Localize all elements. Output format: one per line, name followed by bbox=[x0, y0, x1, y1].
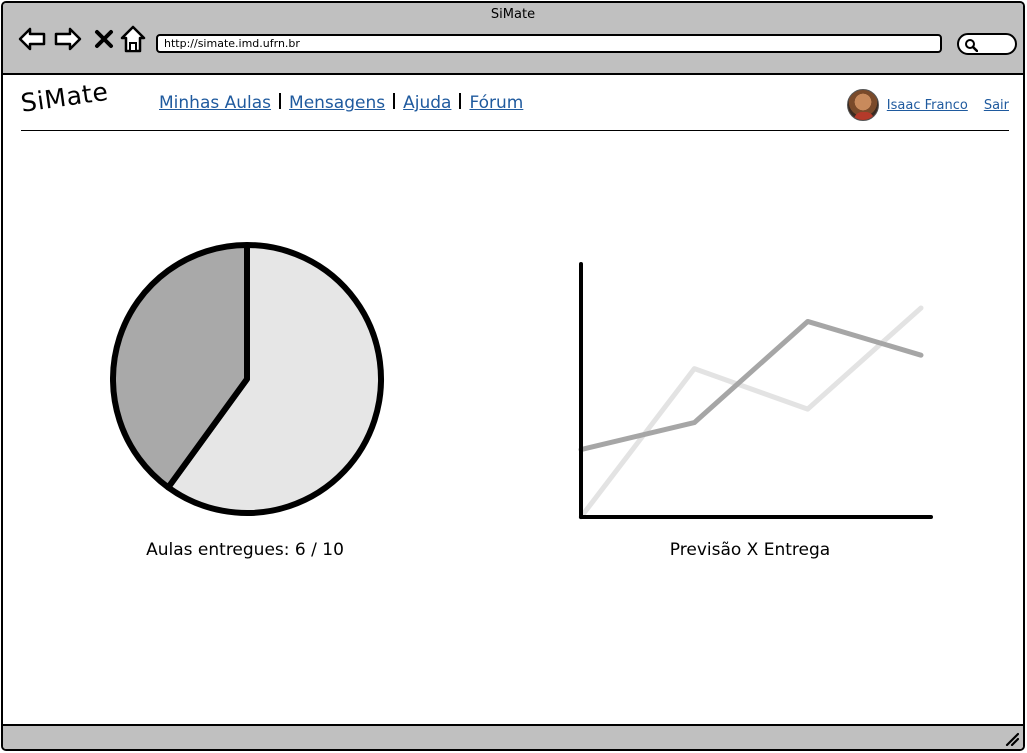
stop-button[interactable] bbox=[89, 25, 119, 53]
avatar[interactable] bbox=[846, 89, 879, 121]
back-button[interactable] bbox=[17, 25, 47, 53]
forward-button[interactable] bbox=[53, 25, 83, 53]
app-logo[interactable]: SiMate bbox=[18, 76, 111, 118]
nav-link-forum[interactable]: Fórum bbox=[469, 93, 524, 113]
user-name-link[interactable]: Isaac Franco bbox=[886, 97, 968, 113]
resize-grip-icon[interactable] bbox=[1003, 730, 1019, 746]
line-series-0 bbox=[578, 305, 924, 520]
pie-slice-0 bbox=[165, 242, 384, 516]
nav-separator bbox=[279, 93, 282, 109]
line-chart bbox=[573, 258, 943, 530]
status-bar bbox=[3, 724, 1023, 749]
home-icon bbox=[120, 25, 146, 53]
arrow-right-icon bbox=[54, 27, 82, 51]
browser-search-box[interactable] bbox=[957, 33, 1017, 55]
user-area: Isaac Franco Sair bbox=[846, 89, 1009, 121]
nav-link-mensagens[interactable]: Mensagens bbox=[289, 93, 386, 113]
home-button[interactable] bbox=[118, 25, 148, 53]
nav-separator bbox=[393, 93, 396, 109]
line-chart-title: Previsão X Entrega bbox=[669, 540, 831, 560]
search-icon bbox=[965, 39, 978, 52]
pie-chart-title: Aulas entregues: 6 / 10 bbox=[146, 540, 344, 560]
window-title: SiMate bbox=[490, 7, 536, 22]
logout-link[interactable]: Sair bbox=[983, 97, 1009, 113]
close-icon bbox=[95, 30, 113, 48]
line-series-1 bbox=[578, 318, 924, 453]
app-header: SiMate Minhas Aulas Mensagens Ajuda Fóru… bbox=[18, 76, 1009, 131]
nav-separator bbox=[459, 93, 462, 109]
main-nav: Minhas Aulas Mensagens Ajuda Fórum bbox=[159, 93, 523, 113]
nav-link-minhas-aulas[interactable]: Minhas Aulas bbox=[159, 93, 272, 113]
arrow-left-icon bbox=[18, 27, 46, 51]
nav-link-ajuda[interactable]: Ajuda bbox=[403, 93, 452, 113]
pie-chart bbox=[107, 241, 387, 525]
browser-chrome: SiMate http://simate.imd.ufrn.br bbox=[3, 3, 1023, 75]
pie-slice-1 bbox=[110, 242, 250, 491]
url-bar[interactable]: http://simate.imd.ufrn.br bbox=[156, 34, 942, 53]
